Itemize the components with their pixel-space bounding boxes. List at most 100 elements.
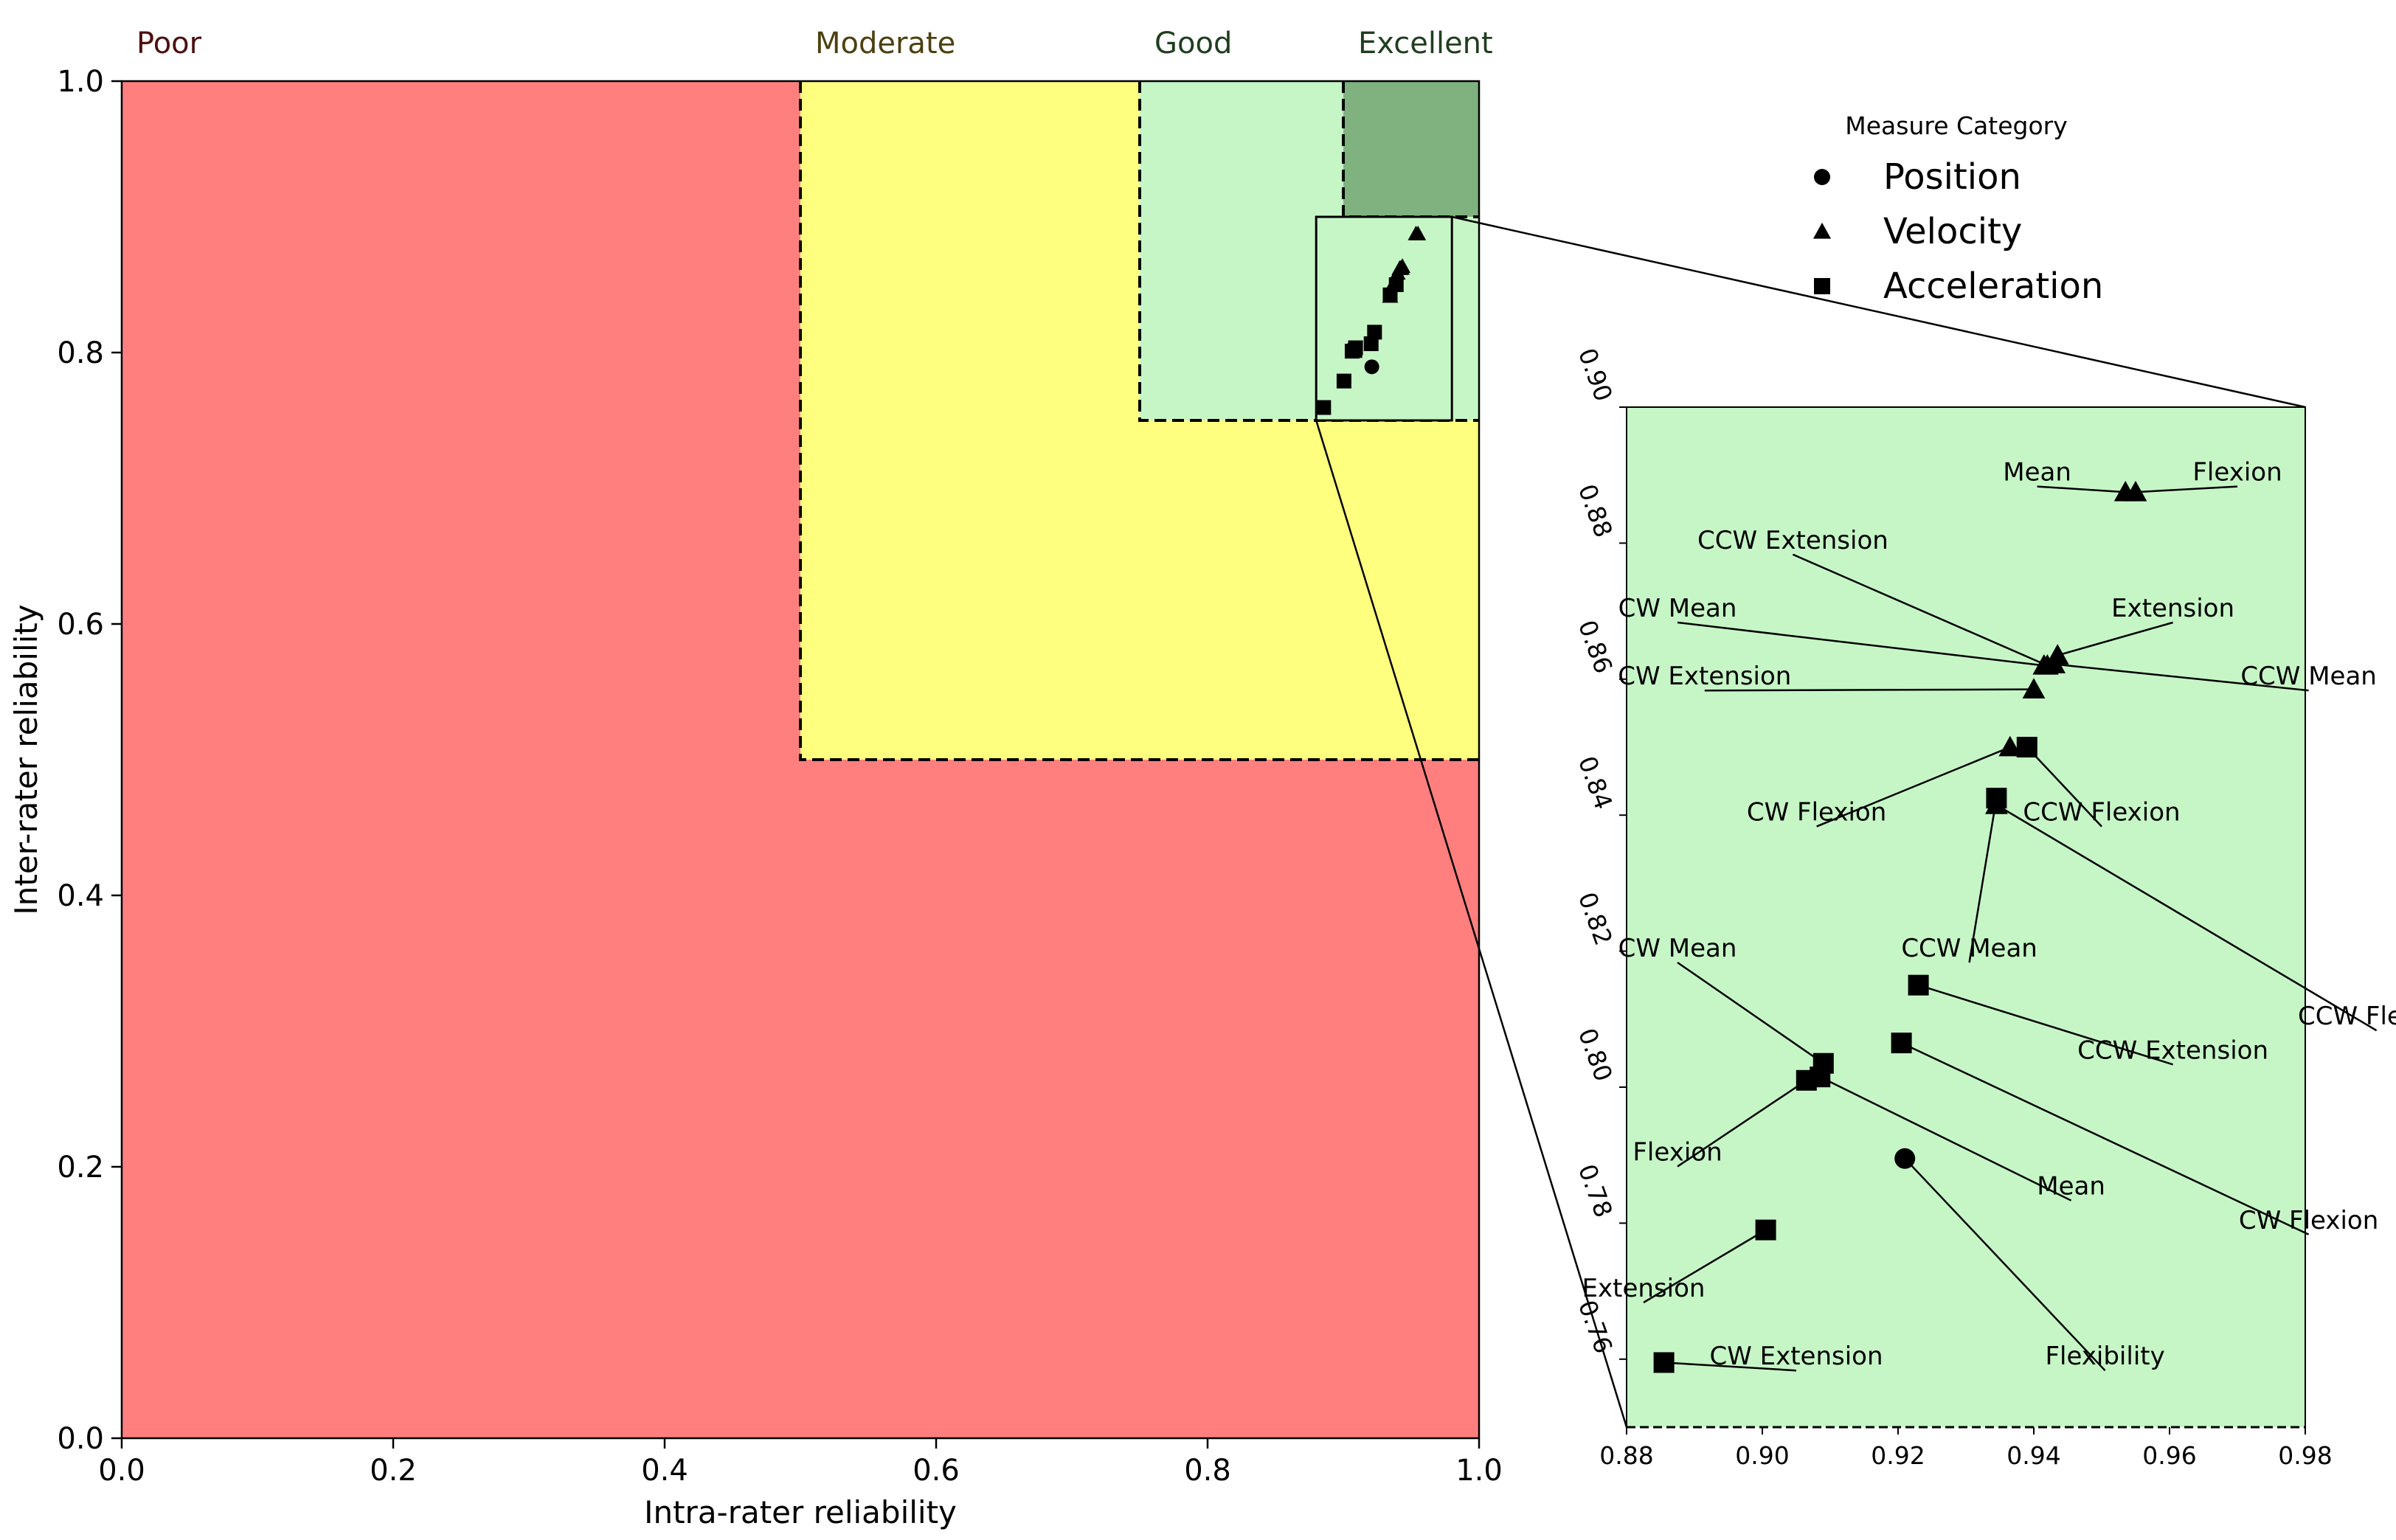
inset-point-position <box>1894 1148 1916 1169</box>
main-point-acceleration <box>1363 336 1379 352</box>
inset-x-tick-label: 0.94 <box>2007 1441 2060 1470</box>
inset-point-acceleration <box>1755 1219 1776 1241</box>
zone-label-moderate: Moderate <box>815 27 955 60</box>
x-tick-label: 0.2 <box>370 1454 417 1488</box>
point-label: Flexibility <box>2045 1342 2164 1371</box>
point-label: Flexion <box>1632 1138 1722 1168</box>
zoom-inset: Mean Flexion CCW Extension Extension CW Mean… <box>1573 344 2396 1470</box>
main-frame <box>120 80 1481 1440</box>
x-tick-label: 1.0 <box>1455 1454 1503 1488</box>
inset-y-tick-label: 0.90 <box>1573 344 1618 405</box>
inset-frame <box>1626 406 2306 1427</box>
zone-boundary-good <box>1138 81 1479 422</box>
x-tick-label: 0.8 <box>1184 1454 1231 1488</box>
connector-line-top <box>1451 215 2306 409</box>
main-point-velocity <box>1382 288 1399 303</box>
inset-y-tick-label: 0.82 <box>1573 888 1618 948</box>
zone-excellent <box>1343 81 1479 217</box>
y-tick-label: 0.6 <box>57 608 104 642</box>
leader-line <box>1663 1362 1797 1372</box>
zone-label-poor: Poor <box>136 27 202 60</box>
inset-y-tick-label: 0.86 <box>1573 617 1618 677</box>
main-point-acceleration <box>1344 344 1360 359</box>
leader-line <box>2135 485 2238 493</box>
x-axis-label: Intra-rater reliability <box>644 1494 957 1530</box>
leader-line <box>1968 797 1998 963</box>
point-label: Flexion <box>2192 458 2282 488</box>
x-tick-label: 0.4 <box>641 1454 688 1488</box>
legend-label-acceleration: Acceleration <box>1883 266 2103 307</box>
main-point-acceleration <box>1316 400 1332 415</box>
main-point-velocity <box>1389 265 1406 280</box>
leader-line <box>1677 961 1824 1064</box>
point-label: CCW Mean <box>2240 662 2377 691</box>
leader-line <box>1792 553 2048 667</box>
x-tick-label: 0.0 <box>98 1454 145 1488</box>
point-label: CCW Extension <box>1697 526 1888 555</box>
main-point-position <box>1364 359 1379 375</box>
y-axis-label: Inter-rater reliability <box>8 604 44 915</box>
inset-y-tick-label: 0.78 <box>1573 1160 1618 1221</box>
inset-y-tick-label: 0.84 <box>1573 752 1618 813</box>
inset-point-velocity <box>1998 735 2022 757</box>
inset-y-tick-label: 0.76 <box>1573 1297 1618 1357</box>
inset-x-tick-label: 0.88 <box>1599 1441 1653 1470</box>
leader-line <box>2026 746 2102 828</box>
main-axes: Poor Moderate Good Excellent 0.0 0.2 0.4 0.6 0.8… <box>8 27 1503 1530</box>
point-label: CW Extension <box>1709 1342 1883 1371</box>
y-tick-label: 0.4 <box>57 879 104 913</box>
point-label: CW Extension <box>1618 662 1791 691</box>
main-point-velocity <box>1410 226 1427 240</box>
inset-point-velocity <box>2043 653 2066 673</box>
inset-point-velocity <box>2124 480 2147 502</box>
leader-line <box>1819 1076 2072 1201</box>
zone-label-excellent: Excellent <box>1358 27 1493 60</box>
point-label: CCW Extension <box>2077 1036 2268 1065</box>
leader-line <box>1918 984 2173 1066</box>
leader-line <box>1677 621 2044 667</box>
leader-line <box>2057 621 2173 656</box>
point-label: CW Flexion <box>1747 798 1886 828</box>
main-point-acceleration <box>1336 373 1351 389</box>
y-tick-label: 0.8 <box>57 336 104 370</box>
point-label: CCW Flexion <box>2023 798 2180 828</box>
leader-line <box>1995 804 2378 1032</box>
main-point-acceleration <box>1367 325 1382 340</box>
leader-line <box>2054 663 2309 692</box>
zoom-connectors <box>1315 215 2306 1428</box>
legend-marker-acceleration <box>1814 278 1830 294</box>
y-tick-label: 1.0 <box>57 65 104 99</box>
inset-indicator-box <box>1315 215 1453 422</box>
inset-x-tick-label: 0.98 <box>2278 1441 2332 1470</box>
point-label: Mean <box>2037 1172 2105 1201</box>
leader-line <box>2037 485 2126 493</box>
point-label: CW Mean <box>1618 594 1737 623</box>
inset-point-acceleration <box>1891 1033 1912 1054</box>
legend-marker-velocity <box>1812 222 1832 239</box>
inset-x-tick-label: 0.90 <box>1735 1441 1789 1470</box>
legend-title: Measure Category <box>1845 111 2067 140</box>
legend-marker-position <box>1814 169 1830 185</box>
inset-point-acceleration <box>1796 1069 1817 1091</box>
inset-y-tick-label: 0.80 <box>1573 1024 1618 1085</box>
y-tick-label: 0.0 <box>57 1422 104 1456</box>
point-label: CCW Flexion <box>2298 1002 2396 1031</box>
inset-point-acceleration <box>2016 737 2037 757</box>
point-label: Mean <box>2003 458 2071 488</box>
leader-line <box>1904 1157 2106 1372</box>
y-tick-label: 0.2 <box>57 1151 104 1185</box>
inset-x-tick-label: 0.96 <box>2142 1441 2196 1470</box>
legend: Measure Category Position Velocity Accelera… <box>1812 111 2103 307</box>
main-points <box>1316 226 1427 415</box>
inset-point-acceleration <box>1908 974 1929 996</box>
point-label: CW Mean <box>1618 934 1737 963</box>
x-tick-label: 0.6 <box>913 1454 960 1488</box>
inset-background <box>1627 407 2305 1427</box>
inset-y-tick-label: 0.88 <box>1573 480 1618 541</box>
inset-point-velocity <box>2022 678 2046 698</box>
leader-line <box>1677 1079 1807 1168</box>
inset-point-velocity <box>1985 793 2008 814</box>
leader-line <box>1643 1229 1767 1304</box>
connector-line-bottom <box>1315 420 1628 1428</box>
